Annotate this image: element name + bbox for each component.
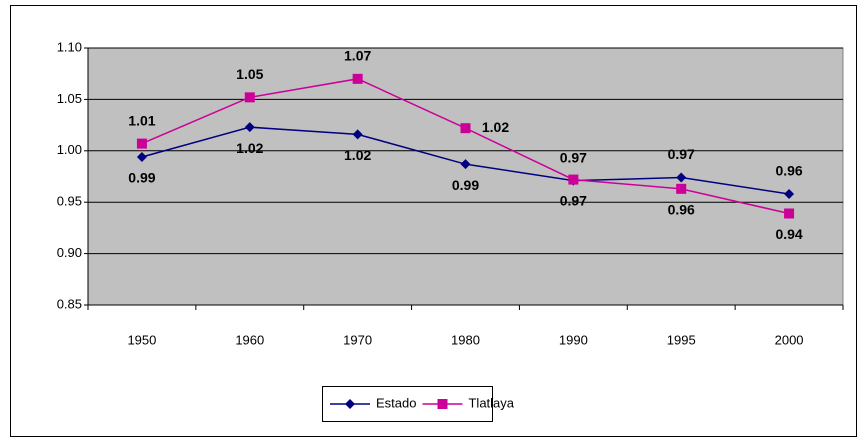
legend-label: Tlatlaya — [468, 395, 514, 410]
y-tick-label: 1.10 — [57, 39, 82, 54]
y-tick-label: 1.05 — [57, 91, 82, 106]
data-label: 1.02 — [482, 119, 509, 135]
legend-marker — [437, 399, 448, 409]
data-label: 0.97 — [560, 192, 587, 208]
y-tick-label: 1.00 — [57, 142, 82, 157]
marker — [676, 183, 687, 194]
y-tick-label: 0.90 — [57, 245, 82, 260]
x-tick-label: 1980 — [451, 332, 480, 347]
data-label: 1.02 — [236, 140, 263, 156]
x-tick-label: 1995 — [667, 332, 696, 347]
marker — [244, 122, 255, 133]
data-label: 0.94 — [775, 226, 802, 242]
data-label: 0.96 — [775, 163, 802, 179]
data-label: 0.99 — [128, 170, 155, 186]
marker — [784, 188, 795, 199]
marker — [352, 129, 363, 140]
marker — [784, 208, 795, 219]
legend-label: Estado — [376, 395, 416, 410]
data-label: 0.97 — [668, 146, 695, 162]
marker — [136, 138, 147, 149]
marker — [676, 172, 687, 183]
marker — [568, 174, 579, 185]
data-label: 1.07 — [344, 48, 371, 64]
data-label: 1.05 — [236, 66, 263, 82]
marker — [244, 92, 255, 103]
x-tick-label: 1950 — [127, 332, 156, 347]
data-label: 1.01 — [128, 112, 155, 128]
x-tick-label: 1960 — [235, 332, 264, 347]
legend: Estado Tlatlaya — [322, 386, 515, 422]
data-label: 0.97 — [560, 149, 587, 165]
legend-marker — [345, 399, 355, 409]
plot-area — [87, 47, 844, 306]
x-tick-label: 1970 — [343, 332, 372, 347]
y-tick-label: 0.95 — [57, 194, 82, 209]
y-tick-label: 0.85 — [57, 296, 82, 311]
x-tick-label: 2000 — [775, 332, 804, 347]
marker — [460, 159, 471, 170]
data-label: 0.96 — [668, 202, 695, 218]
marker — [352, 73, 363, 84]
marker — [136, 151, 147, 162]
marker — [460, 123, 471, 134]
data-label: 1.02 — [344, 147, 371, 163]
data-label: 0.99 — [452, 177, 479, 193]
x-tick-label: 1990 — [559, 332, 588, 347]
